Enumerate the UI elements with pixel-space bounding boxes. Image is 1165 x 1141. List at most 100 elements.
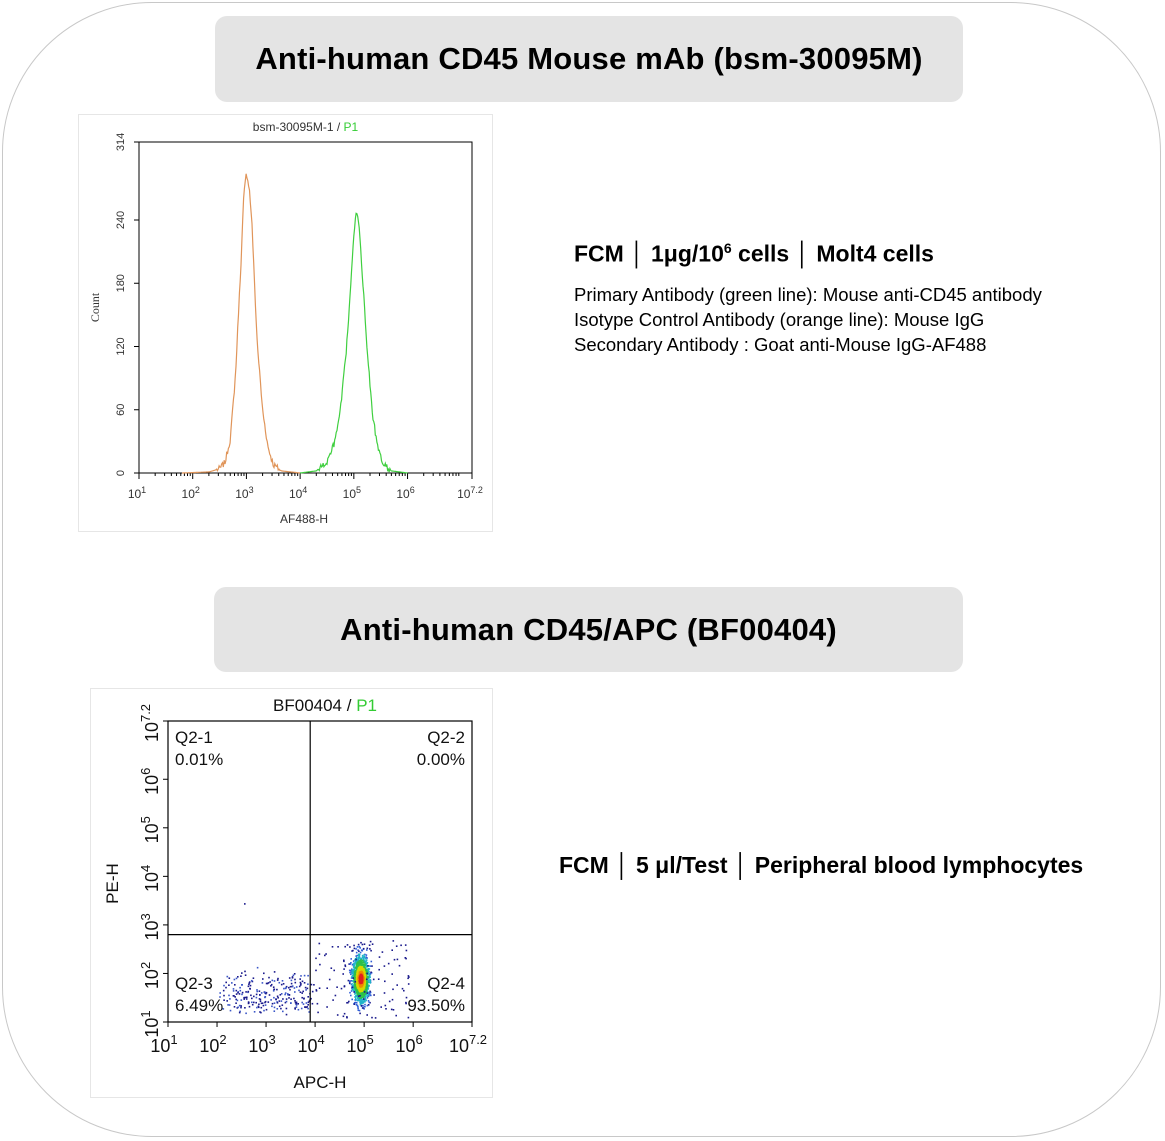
event-dot xyxy=(353,964,356,966)
event-dot xyxy=(225,981,227,984)
event-dot xyxy=(258,1003,260,1006)
event-dot xyxy=(364,998,367,1000)
event-dot xyxy=(266,982,269,985)
event-dot xyxy=(367,1000,370,1002)
event-dot xyxy=(363,1008,365,1010)
title-suffix: cells │ Molt4 cells xyxy=(731,240,934,267)
event-dot xyxy=(374,1017,377,1019)
event-dot xyxy=(353,967,356,970)
event-dot xyxy=(315,969,317,972)
event-dot xyxy=(353,962,356,964)
event-dot xyxy=(276,1001,278,1003)
event-dot xyxy=(277,997,279,999)
event-dot xyxy=(276,1008,279,1010)
event-dot xyxy=(251,997,253,1000)
x-tick-label: 102 xyxy=(199,1032,226,1056)
quadrant-percent: 0.00% xyxy=(417,750,465,769)
event-dot xyxy=(396,958,399,961)
plot-area xyxy=(167,720,473,1023)
event-dot xyxy=(342,973,344,975)
event-dot xyxy=(238,1004,241,1007)
event-dot xyxy=(222,989,225,992)
event-dot xyxy=(243,996,245,999)
bottom-description-title: FCM │ 5 μl/Test │ Peripheral blood lymph… xyxy=(559,852,1084,878)
event-dot xyxy=(326,987,328,989)
event-dot xyxy=(346,944,349,946)
event-dot xyxy=(381,951,384,953)
event-dot xyxy=(253,1001,255,1004)
event-dot xyxy=(373,994,375,996)
y-tick-label: 106 xyxy=(138,768,162,795)
event-dot xyxy=(351,983,353,985)
event-dot xyxy=(355,951,358,954)
event-dot xyxy=(223,984,225,987)
event-dot xyxy=(268,994,271,996)
plot-area xyxy=(138,141,473,474)
event-dot xyxy=(271,1005,273,1008)
event-dot xyxy=(365,987,368,990)
event-dot xyxy=(363,997,365,999)
event-dot xyxy=(348,969,351,972)
event-dot xyxy=(248,983,250,986)
x-tick-label: 107.2 xyxy=(457,485,483,501)
event-dot xyxy=(353,975,356,978)
event-dot xyxy=(377,978,380,980)
event-dot xyxy=(354,996,356,998)
event-dot xyxy=(228,1004,231,1006)
event-dot xyxy=(353,989,355,992)
y-tick-label: 120 xyxy=(115,337,127,355)
event-dot xyxy=(369,965,372,967)
event-dot xyxy=(367,965,369,967)
event-dot xyxy=(357,1007,359,1010)
event-dot xyxy=(294,1000,296,1002)
event-dot xyxy=(284,993,286,996)
secondary-antibody-line: Secondary Antibody : Goat anti-Mouse IgG… xyxy=(574,333,987,355)
event-dot xyxy=(265,1008,268,1011)
event-dot xyxy=(351,950,353,952)
event-dot xyxy=(244,974,247,976)
event-dot xyxy=(363,994,366,996)
event-dot xyxy=(303,982,306,984)
x-tick-label: 105 xyxy=(346,1032,373,1056)
event-dot xyxy=(237,1006,239,1009)
event-dot xyxy=(369,990,371,993)
event-dot xyxy=(355,999,357,1001)
y-tick-label: 105 xyxy=(138,816,162,843)
event-dot xyxy=(301,980,304,983)
event-dot xyxy=(368,977,370,980)
event-dot xyxy=(380,1006,382,1008)
event-dot xyxy=(368,981,370,983)
event-dot xyxy=(244,903,246,905)
event-dot xyxy=(267,1001,270,1003)
event-dot xyxy=(293,973,296,975)
event-dot xyxy=(239,986,241,989)
event-dot xyxy=(307,996,309,998)
event-dot xyxy=(297,1008,300,1011)
event-dot xyxy=(298,985,301,988)
event-dot xyxy=(350,973,352,976)
event-dot xyxy=(365,988,367,991)
event-dot xyxy=(255,996,258,999)
event-dot xyxy=(319,963,321,966)
event-dot xyxy=(241,993,243,996)
event-dot xyxy=(363,954,365,956)
event-dot xyxy=(369,979,371,981)
event-dot xyxy=(384,1004,387,1007)
quadrant-percent: 0.01% xyxy=(175,750,223,769)
event-dot xyxy=(358,953,361,956)
event-dot xyxy=(295,1003,297,1005)
event-dot xyxy=(280,993,283,995)
event-dot xyxy=(232,995,235,997)
event-dot xyxy=(354,1001,357,1004)
event-dot xyxy=(301,992,303,994)
event-dot xyxy=(361,960,364,962)
event-dot xyxy=(400,944,402,947)
event-dot xyxy=(219,992,221,994)
event-dot xyxy=(238,1011,241,1014)
event-dot xyxy=(336,986,338,988)
event-dot xyxy=(367,988,370,990)
event-dot xyxy=(291,976,294,978)
event-dot xyxy=(352,949,354,952)
event-dot xyxy=(363,1001,365,1003)
event-dot xyxy=(401,987,404,990)
